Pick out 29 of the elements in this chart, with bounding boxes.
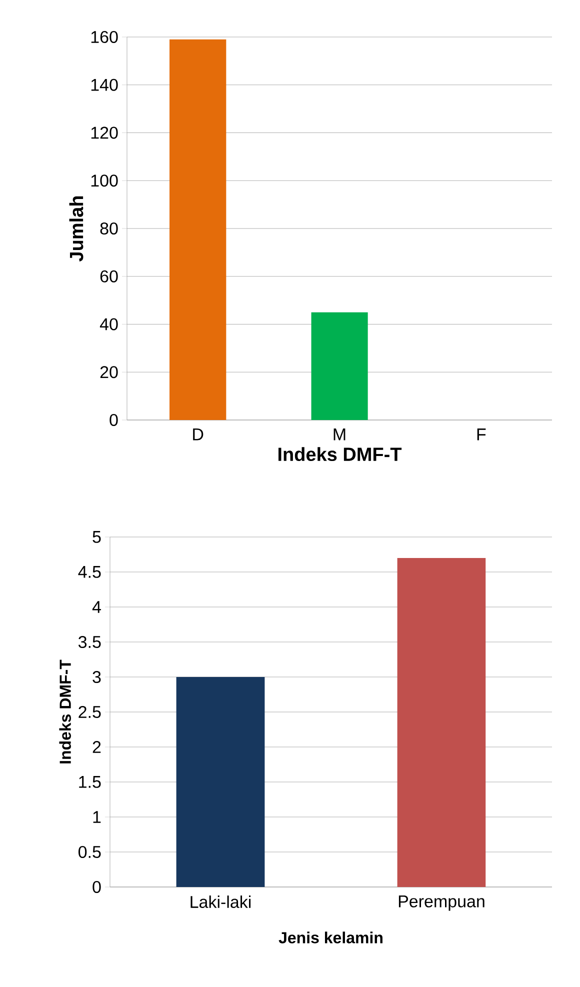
y-tick-label: 40 <box>100 318 118 330</box>
y-tick-label: 0.5 <box>78 846 101 858</box>
y-tick-label: 3 <box>92 670 101 684</box>
y-tick-label: 0 <box>110 414 118 426</box>
y-tick-label: 20 <box>100 366 118 378</box>
y-tick-label: 1 <box>93 811 101 823</box>
x-tick-label: Laki-laki <box>190 896 251 908</box>
y-axis-title: Indeks DMF-T <box>59 660 71 764</box>
y-tick-label: 160 <box>91 30 118 44</box>
y-tick-label: 120 <box>91 126 118 139</box>
y-tick-label: 5 <box>92 531 101 543</box>
y-tick-label: 2 <box>92 741 101 753</box>
x-axis-title: Jenis kelamin <box>278 932 382 944</box>
x-tick-label: M <box>334 428 346 440</box>
y-tick-label: 80 <box>100 222 118 235</box>
y-tick-label: 4 <box>92 601 101 613</box>
x-tick-label: D <box>193 428 204 440</box>
y-tick-label: 60 <box>100 270 118 282</box>
y-tick-label: 140 <box>91 78 118 91</box>
x-tick-label: F <box>477 428 486 440</box>
y-tick-label: 100 <box>91 174 118 187</box>
y-tick-label: 0 <box>92 880 101 894</box>
y-axis-title: Jumlah <box>69 196 84 262</box>
y-tick-label: 4.5 <box>78 566 101 578</box>
x-tick-label: Perempuan <box>398 896 484 911</box>
y-tick-label: 2.5 <box>78 706 101 718</box>
y-tick-label: 1.5 <box>79 776 101 788</box>
x-axis-title: Indeks DMF-T <box>278 447 402 462</box>
y-tick-label: 3.5 <box>78 636 101 648</box>
